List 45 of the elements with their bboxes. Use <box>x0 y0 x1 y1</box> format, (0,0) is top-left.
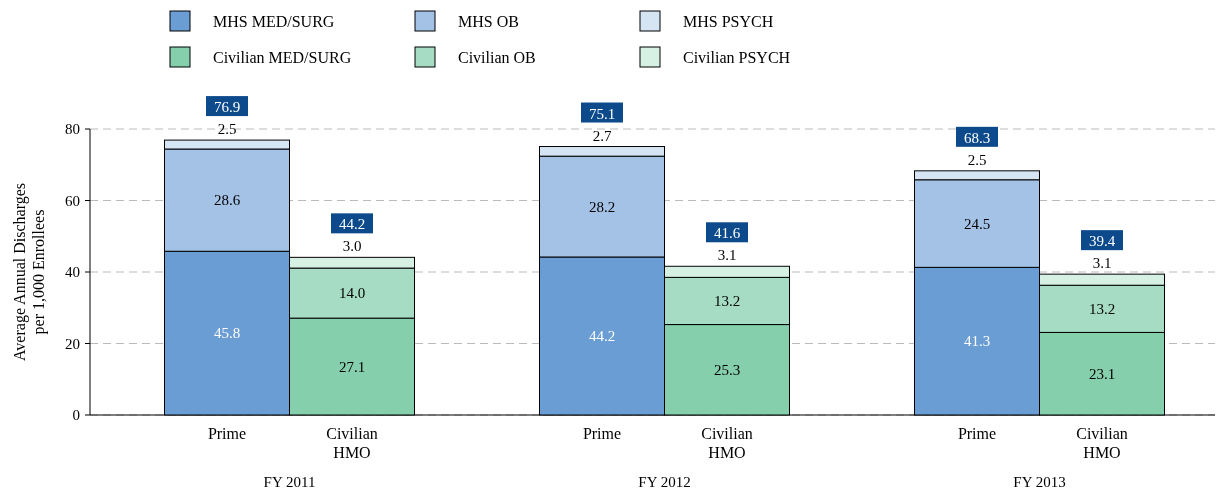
legend-label: MHS PSYCH <box>683 13 774 30</box>
data-label: 13.2 <box>713 292 741 309</box>
data-label: 44.2 <box>588 327 616 344</box>
data-label: 27.1 <box>338 358 366 375</box>
data-label: 24.5 <box>963 215 991 232</box>
data-label: 25.3 <box>713 361 741 378</box>
text: FY 2011 <box>263 474 316 490</box>
y-tick-label: 20 <box>65 335 80 352</box>
data-label: 28.6 <box>213 192 241 209</box>
y-tick-label: 60 <box>65 192 80 209</box>
y-tick-label: 40 <box>65 264 80 280</box>
text: FY 2013 <box>1013 474 1066 490</box>
x-tick-label: Prime <box>207 425 247 442</box>
data-label: 3.0 <box>342 238 362 255</box>
x-tick-label: Civilian HMO <box>1076 425 1128 461</box>
data-label: 41.3 <box>963 333 991 350</box>
data-label: 2.7 <box>592 127 612 144</box>
data-label: 2.5 <box>967 151 987 168</box>
data-label: 2.5 <box>217 121 237 138</box>
total-label: 44.2 <box>338 216 366 233</box>
x-tick-label: Prime <box>957 425 997 442</box>
legend-label: Civilian PSYCH <box>683 49 791 66</box>
data-label: 13.2 <box>1088 300 1116 317</box>
y-tick-label: 0 <box>72 407 80 423</box>
total-label: 41.6 <box>713 225 741 242</box>
data-label: 45.8 <box>213 325 241 342</box>
legend-label: MHS MED/SURG <box>213 13 335 30</box>
total-label: 75.1 <box>588 105 616 122</box>
text: FY 2012 <box>638 474 691 490</box>
data-label: 3.1 <box>1092 255 1112 272</box>
legend-label: MHS OB <box>458 13 519 30</box>
total-label: 39.4 <box>1088 233 1116 250</box>
total-label: 76.9 <box>213 99 241 116</box>
data-label: 3.1 <box>717 247 737 264</box>
legend-label: Civilian OB <box>458 49 536 66</box>
data-label: 14.0 <box>338 285 366 302</box>
data-label: 28.2 <box>588 198 616 215</box>
y-axis-title: Average Annual Discharges per 1,000 Enrollees <box>11 182 48 362</box>
data-label: 23.1 <box>1088 365 1116 382</box>
y-tick-label: 80 <box>65 121 80 137</box>
legend-label: Civilian MED/SURG <box>213 49 352 66</box>
x-tick-label: Civilian HMO <box>326 425 378 461</box>
x-tick-label: Prime <box>582 425 622 442</box>
x-tick-label: Civilian HMO <box>701 425 753 461</box>
total-label: 68.3 <box>963 129 991 146</box>
